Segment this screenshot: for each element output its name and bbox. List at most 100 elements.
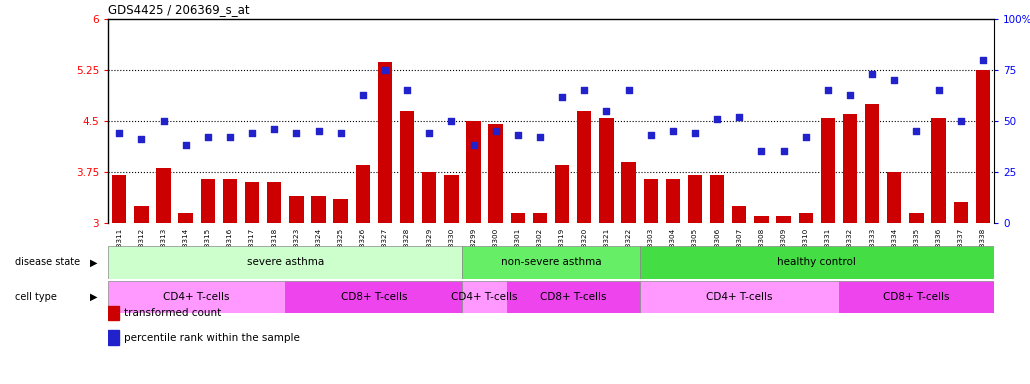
Bar: [157, 169, 171, 223]
Point: [820, 88, 836, 94]
Point: [354, 91, 371, 98]
Bar: [355, 165, 370, 223]
Point: [776, 149, 792, 155]
Point: [864, 71, 881, 77]
Bar: [285, 281, 462, 313]
Bar: [400, 111, 414, 223]
Text: transformed count: transformed count: [124, 308, 220, 318]
Point: [886, 77, 902, 83]
Text: severe asthma: severe asthma: [247, 257, 323, 268]
Bar: [688, 175, 702, 223]
Point: [200, 134, 216, 140]
Point: [753, 149, 769, 155]
Text: CD8+ T-cells: CD8+ T-cells: [883, 292, 950, 302]
Point: [974, 57, 991, 63]
Bar: [378, 62, 392, 223]
Bar: [710, 175, 724, 223]
Text: CD4+ T-cells: CD4+ T-cells: [164, 292, 230, 302]
Point: [709, 116, 725, 122]
Point: [531, 134, 548, 140]
Point: [333, 130, 349, 136]
Point: [310, 128, 327, 134]
Point: [399, 88, 415, 94]
Point: [664, 128, 681, 134]
Bar: [108, 306, 119, 320]
Point: [908, 128, 925, 134]
Bar: [533, 213, 547, 223]
Bar: [467, 121, 481, 223]
Point: [687, 130, 703, 136]
Point: [288, 130, 305, 136]
Text: disease state: disease state: [15, 257, 80, 268]
Point: [620, 88, 637, 94]
Text: CD8+ T-cells: CD8+ T-cells: [540, 292, 607, 302]
Bar: [488, 124, 503, 223]
Bar: [245, 182, 260, 223]
Text: non-severe asthma: non-severe asthma: [501, 257, 602, 268]
Point: [797, 134, 814, 140]
Point: [510, 132, 526, 138]
Bar: [507, 281, 640, 313]
Text: CD4+ T-cells: CD4+ T-cells: [451, 292, 518, 302]
Point: [643, 132, 659, 138]
Bar: [887, 172, 901, 223]
Bar: [954, 202, 968, 223]
Bar: [555, 165, 570, 223]
Bar: [108, 281, 285, 313]
Bar: [108, 330, 119, 345]
Bar: [843, 114, 857, 223]
Bar: [201, 179, 215, 223]
Bar: [798, 213, 813, 223]
Bar: [821, 118, 835, 223]
Bar: [134, 206, 148, 223]
Bar: [621, 162, 636, 223]
Point: [487, 128, 504, 134]
Bar: [599, 118, 614, 223]
Point: [111, 130, 128, 136]
Point: [930, 88, 947, 94]
Point: [377, 67, 393, 73]
Bar: [732, 206, 747, 223]
Bar: [444, 175, 458, 223]
Text: cell type: cell type: [15, 292, 58, 302]
Point: [842, 91, 858, 98]
Text: CD4+ T-cells: CD4+ T-cells: [706, 292, 772, 302]
Bar: [462, 246, 640, 279]
Text: ▶: ▶: [91, 292, 98, 302]
Bar: [644, 179, 658, 223]
Point: [466, 142, 482, 149]
Point: [133, 136, 149, 142]
Bar: [178, 213, 193, 223]
Bar: [665, 179, 680, 223]
Text: CD8+ T-cells: CD8+ T-cells: [341, 292, 407, 302]
Bar: [931, 118, 946, 223]
Bar: [640, 281, 838, 313]
Bar: [975, 70, 990, 223]
Bar: [112, 175, 127, 223]
Point: [576, 88, 592, 94]
Bar: [311, 195, 325, 223]
Point: [244, 130, 261, 136]
Point: [953, 118, 969, 124]
Text: ▶: ▶: [91, 257, 98, 268]
Bar: [289, 195, 304, 223]
Point: [554, 93, 571, 99]
Bar: [511, 213, 525, 223]
Point: [221, 134, 238, 140]
Point: [177, 142, 194, 149]
Point: [731, 114, 748, 120]
Point: [266, 126, 282, 132]
Bar: [267, 182, 281, 223]
Bar: [462, 281, 507, 313]
Bar: [838, 281, 994, 313]
Text: percentile rank within the sample: percentile rank within the sample: [124, 333, 300, 343]
Bar: [222, 179, 237, 223]
Point: [421, 130, 438, 136]
Bar: [909, 213, 924, 223]
Bar: [334, 199, 348, 223]
Point: [156, 118, 172, 124]
Bar: [865, 104, 880, 223]
Point: [598, 108, 615, 114]
Bar: [777, 216, 791, 223]
Text: GDS4425 / 206369_s_at: GDS4425 / 206369_s_at: [108, 3, 249, 16]
